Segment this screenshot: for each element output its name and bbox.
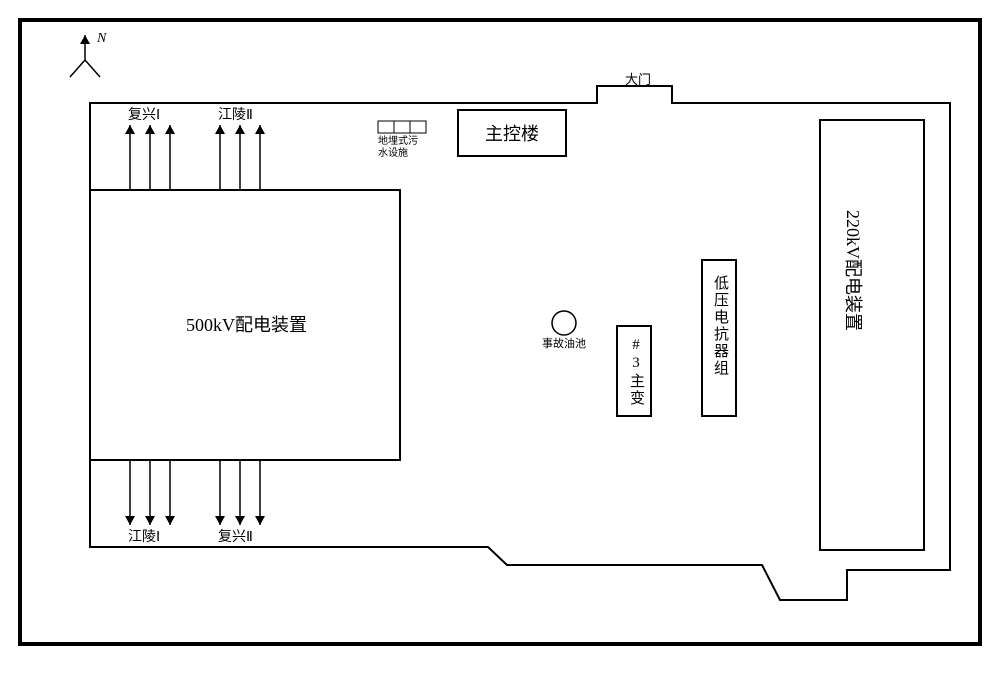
arrow-bottom-head-0 <box>125 516 135 525</box>
arrow-bottom-head-2 <box>165 516 175 525</box>
arrow-bottom-head-5 <box>255 516 265 525</box>
arrow-bottom-head-4 <box>235 516 245 525</box>
switchgear-220-label: 220kV配电装置 <box>841 210 863 331</box>
sewage-cell-2 <box>410 121 426 133</box>
transformer-3-label: #3主变 <box>627 337 645 407</box>
reactor-lv-label: 低压电抗器组 <box>711 275 729 377</box>
arrow-top-head-3 <box>215 125 225 134</box>
arrows-top-right-label: 江陵Ⅱ <box>218 108 253 125</box>
arrows-top-left-label: 复兴Ⅰ <box>128 108 160 125</box>
arrow-top-head-4 <box>235 125 245 134</box>
arrow-top-head-0 <box>125 125 135 134</box>
oil-pool-label: 事故油池 <box>542 338 586 351</box>
switchgear-220-box <box>820 120 924 550</box>
compass-arrowhead <box>80 35 90 44</box>
oil-pool-circle <box>552 311 576 335</box>
compass-leg-right <box>85 60 100 77</box>
arrow-top-head-2 <box>165 125 175 134</box>
arrow-top-head-5 <box>255 125 265 134</box>
control-building-label: 主控楼 <box>485 124 539 146</box>
arrows-bottom-left-label: 江陵Ⅰ <box>128 530 160 547</box>
sewage-label-line2: 水设施 <box>378 148 408 160</box>
arrows-bottom-right-label: 复兴Ⅱ <box>218 530 253 547</box>
arrow-bottom-head-3 <box>215 516 225 525</box>
switchgear-500-label: 500kV配电装置 <box>186 315 307 337</box>
arrow-top-head-1 <box>145 125 155 134</box>
arrow-bottom-head-1 <box>145 516 155 525</box>
sewage-cell-1 <box>394 121 410 133</box>
sewage-cell-0 <box>378 121 394 133</box>
gate-label: 大门 <box>625 72 651 88</box>
compass-label: N <box>97 31 106 48</box>
sewage-label-line1: 地埋式污 <box>378 136 418 148</box>
compass-leg-left <box>70 60 85 77</box>
